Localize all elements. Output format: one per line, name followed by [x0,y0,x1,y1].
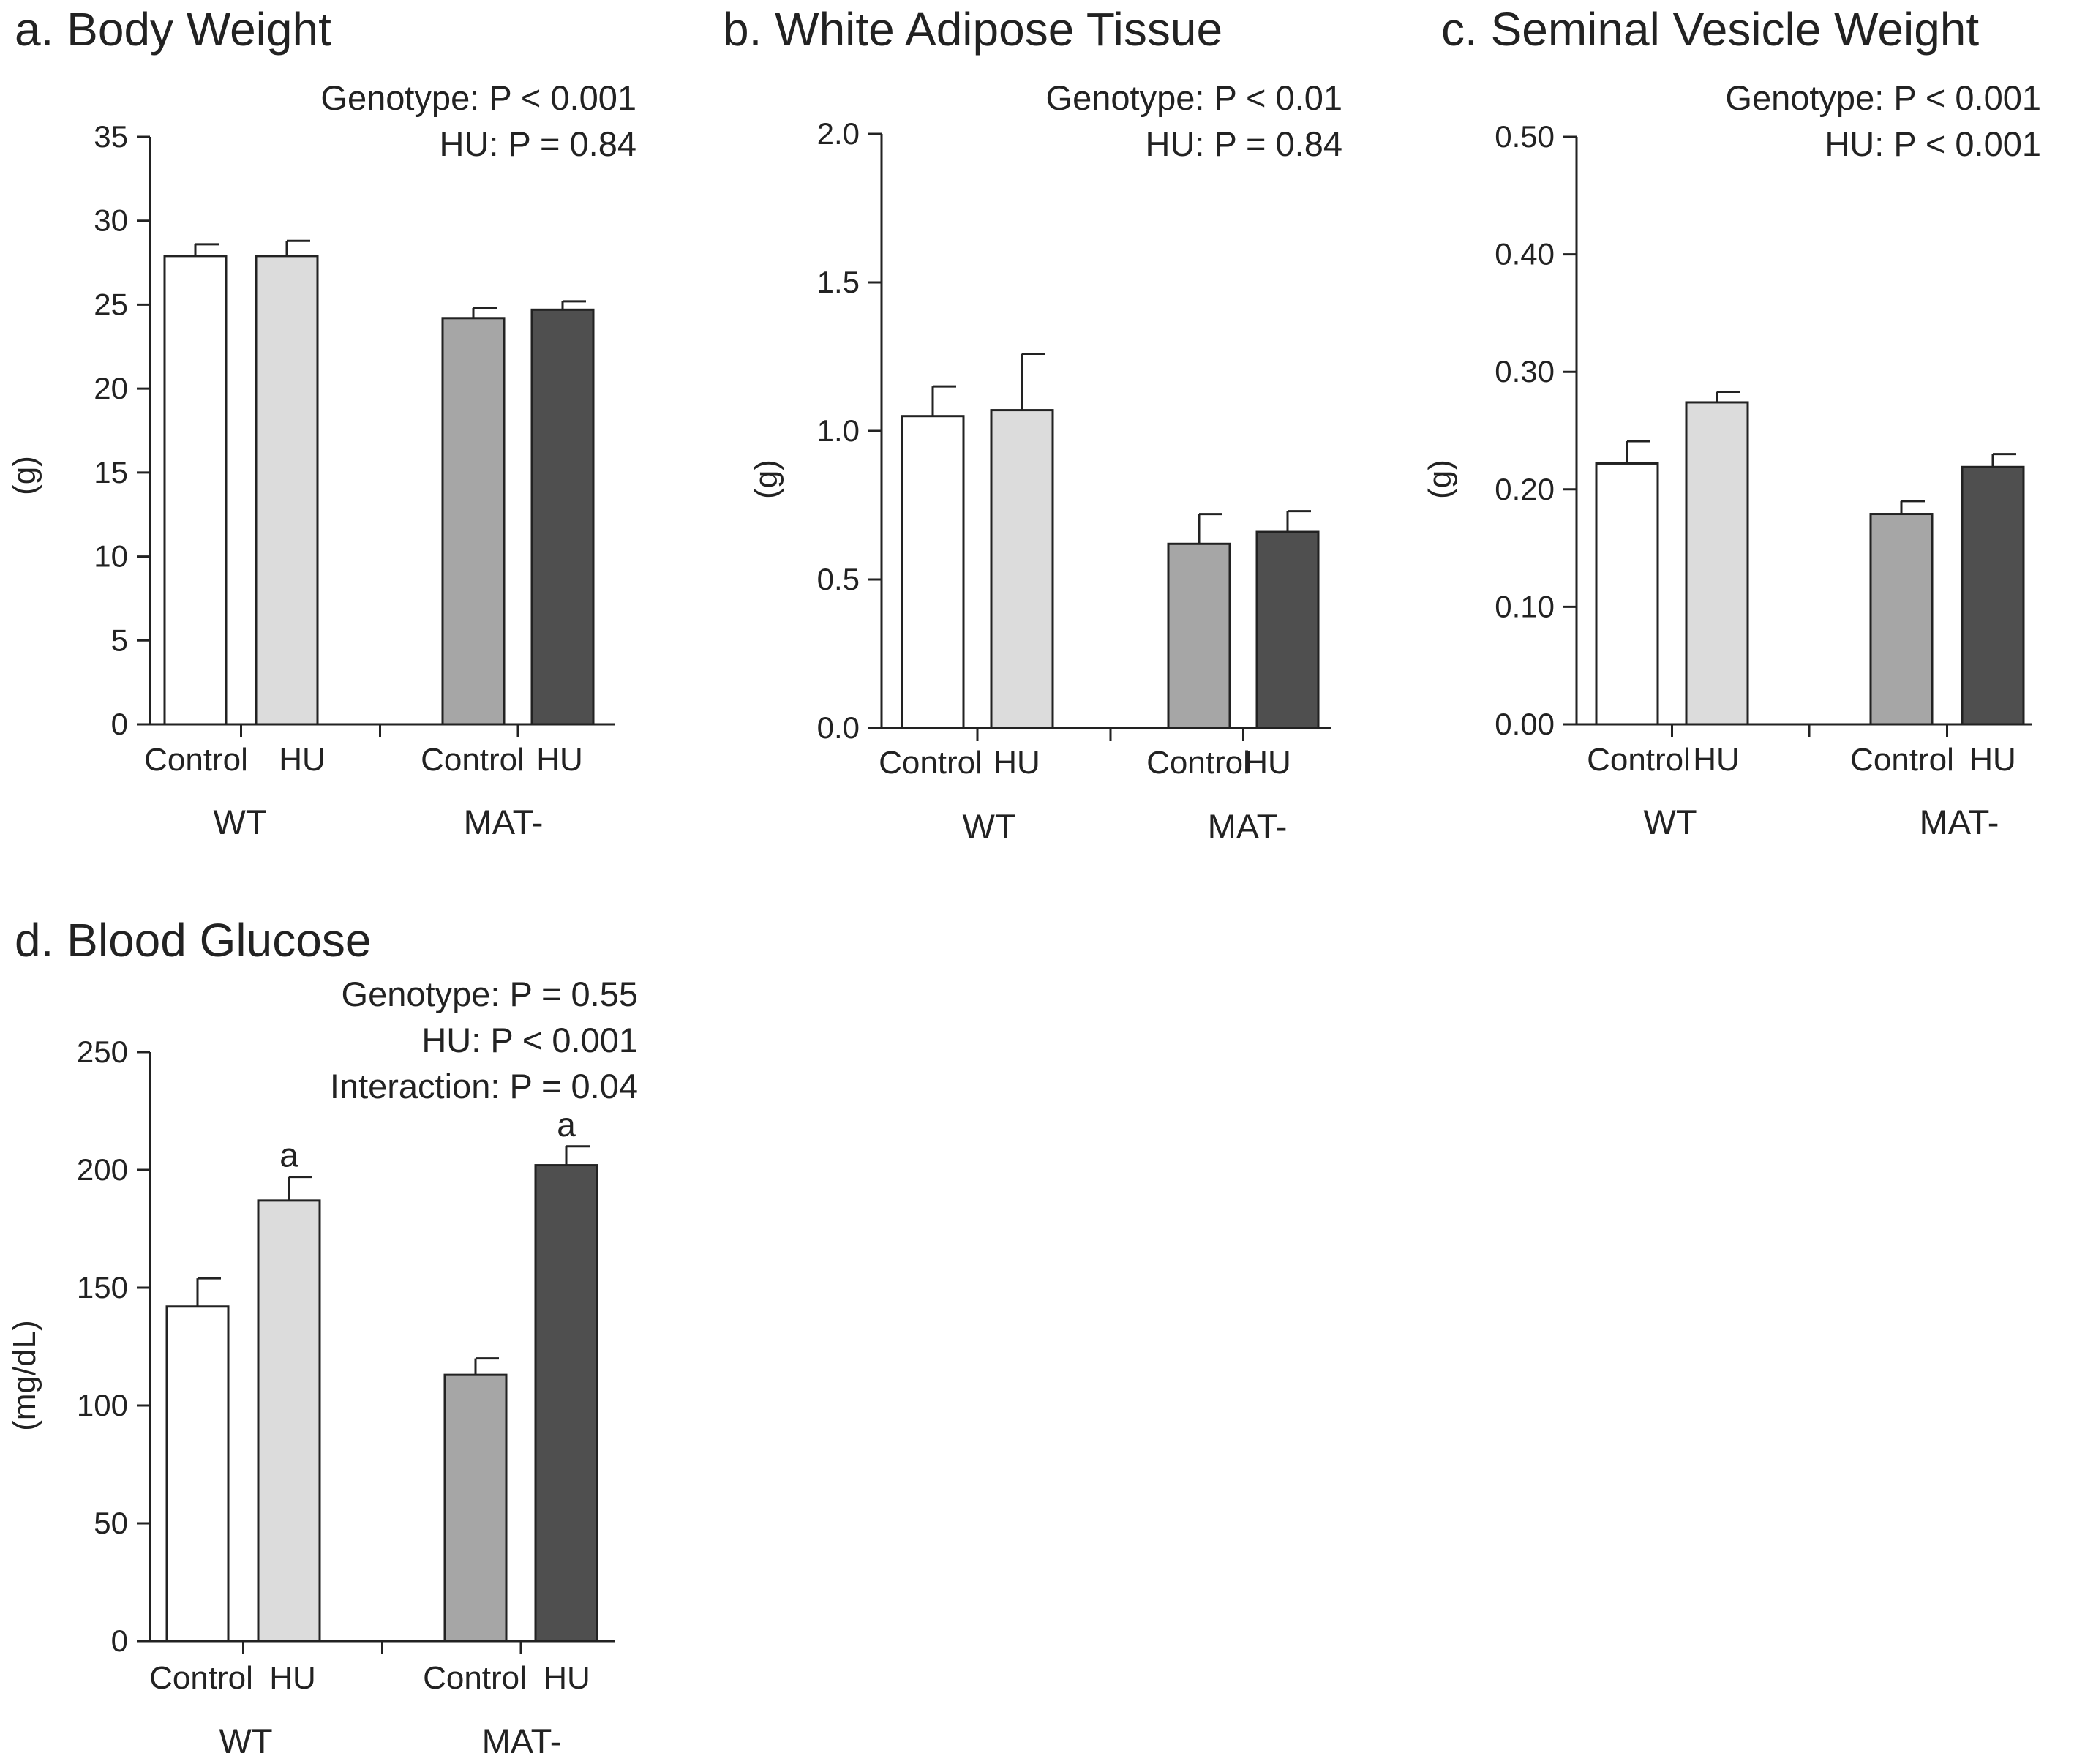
significance-label: a [279,1136,298,1174]
x-category-label: HU [544,1660,590,1696]
stat-line: Genotype: P = 0.55 [342,975,638,1013]
bar-1-1 [990,409,1054,729]
x-group-label: WT [962,807,1015,846]
stat-line: Genotype: P < 0.01 [1046,78,1342,117]
y-tick-label: 5 [111,623,128,657]
chart-panel-0: a. Body Weight Genotype: P < 0.001 HU: P =… [7,3,636,841]
bar-3-1 [257,1199,321,1643]
y-tick-label: 20 [94,371,128,405]
x-group-label: MAT- [1208,807,1288,846]
stat-line: HU: P = 0.84 [1145,124,1342,163]
bar-1-2 [1167,542,1231,729]
x-category-label: HU [279,742,326,778]
y-tick-label: 0 [111,707,128,741]
y-tick-label: 1.0 [817,413,860,448]
x-category-label: HU [993,745,1040,781]
x-category-label: Control [421,742,525,778]
y-axis-label: (g) [748,459,784,499]
y-tick-label: 0 [111,1624,128,1658]
y-tick-label: 250 [77,1035,128,1069]
y-axis-label: (mg/dL) [7,1320,42,1431]
x-category-label: Control [1850,742,1954,778]
x-group-label: WT [219,1722,272,1760]
chart-title: c. Seminal Vesicle Weight [1441,3,1979,56]
x-category-label: Control [149,1660,253,1696]
y-tick-label: 0.30 [1495,354,1555,389]
y-tick-label: 0.00 [1495,707,1555,741]
bar-0-0 [163,255,228,726]
bar-3-0 [165,1305,230,1643]
chart-title: d. Blood Glucose [15,914,371,967]
y-axis-label: (g) [7,456,42,495]
y-tick-label: 0.40 [1495,237,1555,271]
bar-2-2 [1869,513,1934,726]
x-group-label: MAT- [482,1722,562,1760]
x-group-label: MAT- [1920,803,1999,841]
bar-2-0 [1595,462,1659,726]
y-tick-label: 100 [77,1388,128,1422]
bar-0-2 [441,317,506,726]
y-tick-label: 200 [77,1152,128,1187]
chart-panel-3: d. Blood Glucose Genotype: P = 0.55 HU: P … [7,914,638,1760]
y-tick-label: 1.5 [817,265,860,299]
stat-line: Genotype: P < 0.001 [320,78,636,117]
y-tick-label: 0.20 [1495,472,1555,506]
x-category-label: Control [879,745,983,781]
y-tick-label: 50 [94,1506,128,1540]
y-tick-label: 30 [94,203,128,238]
stat-line: Interaction: P = 0.04 [330,1067,638,1106]
stat-line: HU: P = 0.84 [439,124,636,163]
y-tick-label: 0.0 [817,710,860,745]
y-tick-label: 15 [94,455,128,489]
bar-0-3 [530,308,595,726]
bar-2-1 [1685,401,1749,726]
x-group-label: MAT- [464,803,544,841]
y-tick-label: 2.0 [817,116,860,151]
stat-line: HU: P < 0.001 [421,1021,638,1059]
y-tick-label: 35 [94,119,128,154]
chart-panel-2: c. Seminal Vesicle Weight Genotype: P < 0… [1422,3,2041,841]
stat-line: HU: P < 0.001 [1825,124,2041,163]
bar-3-3 [534,1164,598,1643]
x-category-label: Control [1146,745,1250,781]
bar-1-3 [1255,530,1320,729]
y-tick-label: 150 [77,1270,128,1305]
chart-title: a. Body Weight [15,3,331,56]
significance-label: a [557,1106,576,1144]
x-category-label: HU [536,742,583,778]
x-group-label: WT [213,803,266,841]
x-category-label: Control [144,742,248,778]
bar-0-1 [255,255,319,726]
bar-3-2 [443,1373,508,1643]
y-tick-label: 10 [94,539,128,574]
x-category-label: HU [1969,742,2016,778]
y-tick-label: 0.10 [1495,589,1555,623]
y-tick-label: 0.5 [817,562,860,596]
x-category-label: HU [1244,745,1291,781]
y-tick-label: 25 [94,287,128,321]
x-category-label: HU [1693,742,1740,778]
chart-panel-1: b. White Adipose Tissue Genotype: P < 0.0… [723,3,1342,846]
x-category-label: Control [1587,742,1691,778]
x-category-label: HU [269,1660,316,1696]
bar-1-0 [901,415,965,729]
y-tick-label: 0.50 [1495,119,1555,154]
bar-2-3 [1961,465,2025,726]
chart-title: b. White Adipose Tissue [723,3,1222,56]
y-axis-label: (g) [1422,459,1458,499]
x-group-label: WT [1643,803,1697,841]
x-category-label: Control [423,1660,527,1696]
stat-line: Genotype: P < 0.001 [1725,78,2041,117]
